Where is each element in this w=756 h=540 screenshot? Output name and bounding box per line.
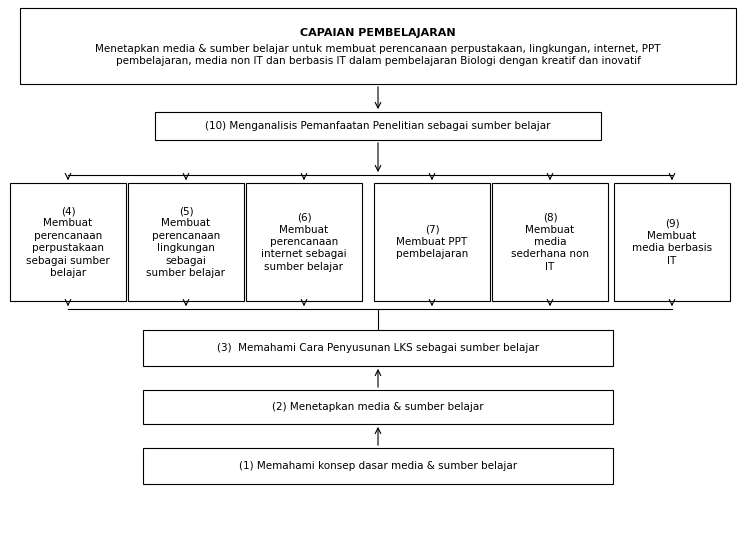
Bar (492, 183, 608, 301)
Text: (4)
Membuat
perencanaan
perpustakaan
sebagai sumber
belajar: (4) Membuat perencanaan perpustakaan seb… (26, 206, 110, 278)
Text: (7)
Membuat PPT
pembelajaran: (7) Membuat PPT pembelajaran (396, 225, 468, 259)
Bar (10, 183, 126, 301)
Bar (143, 390, 613, 424)
Text: Menetapkan media & sumber belajar untuk membuat perencanaan perpustakaan, lingku: Menetapkan media & sumber belajar untuk … (95, 44, 661, 66)
Bar (374, 183, 490, 301)
Bar (20, 8, 736, 84)
Text: (5)
Membuat
perencanaan
lingkungan
sebagai
sumber belajar: (5) Membuat perencanaan lingkungan sebag… (147, 206, 225, 278)
Bar (128, 183, 244, 301)
Text: CAPAIAN PEMBELAJARAN: CAPAIAN PEMBELAJARAN (300, 28, 456, 38)
Text: (6)
Membuat
perencanaan
internet sebagai
sumber belajar: (6) Membuat perencanaan internet sebagai… (261, 212, 347, 272)
Text: (8)
Membuat
media
sederhana non
IT: (8) Membuat media sederhana non IT (511, 212, 589, 272)
Bar (614, 183, 730, 301)
Text: (1) Memahami konsep dasar media & sumber belajar: (1) Memahami konsep dasar media & sumber… (239, 461, 517, 471)
Bar (246, 183, 362, 301)
Text: (10) Menganalisis Pemanfaatan Penelitian sebagai sumber belajar: (10) Menganalisis Pemanfaatan Penelitian… (205, 121, 551, 131)
Text: (3)  Memahami Cara Penyusunan LKS sebagai sumber belajar: (3) Memahami Cara Penyusunan LKS sebagai… (217, 343, 539, 353)
Text: (2) Menetapkan media & sumber belajar: (2) Menetapkan media & sumber belajar (272, 402, 484, 412)
Bar (155, 112, 601, 140)
Text: (9)
Membuat
media berbasis
IT: (9) Membuat media berbasis IT (632, 218, 712, 266)
Bar (143, 448, 613, 484)
Bar (143, 330, 613, 366)
